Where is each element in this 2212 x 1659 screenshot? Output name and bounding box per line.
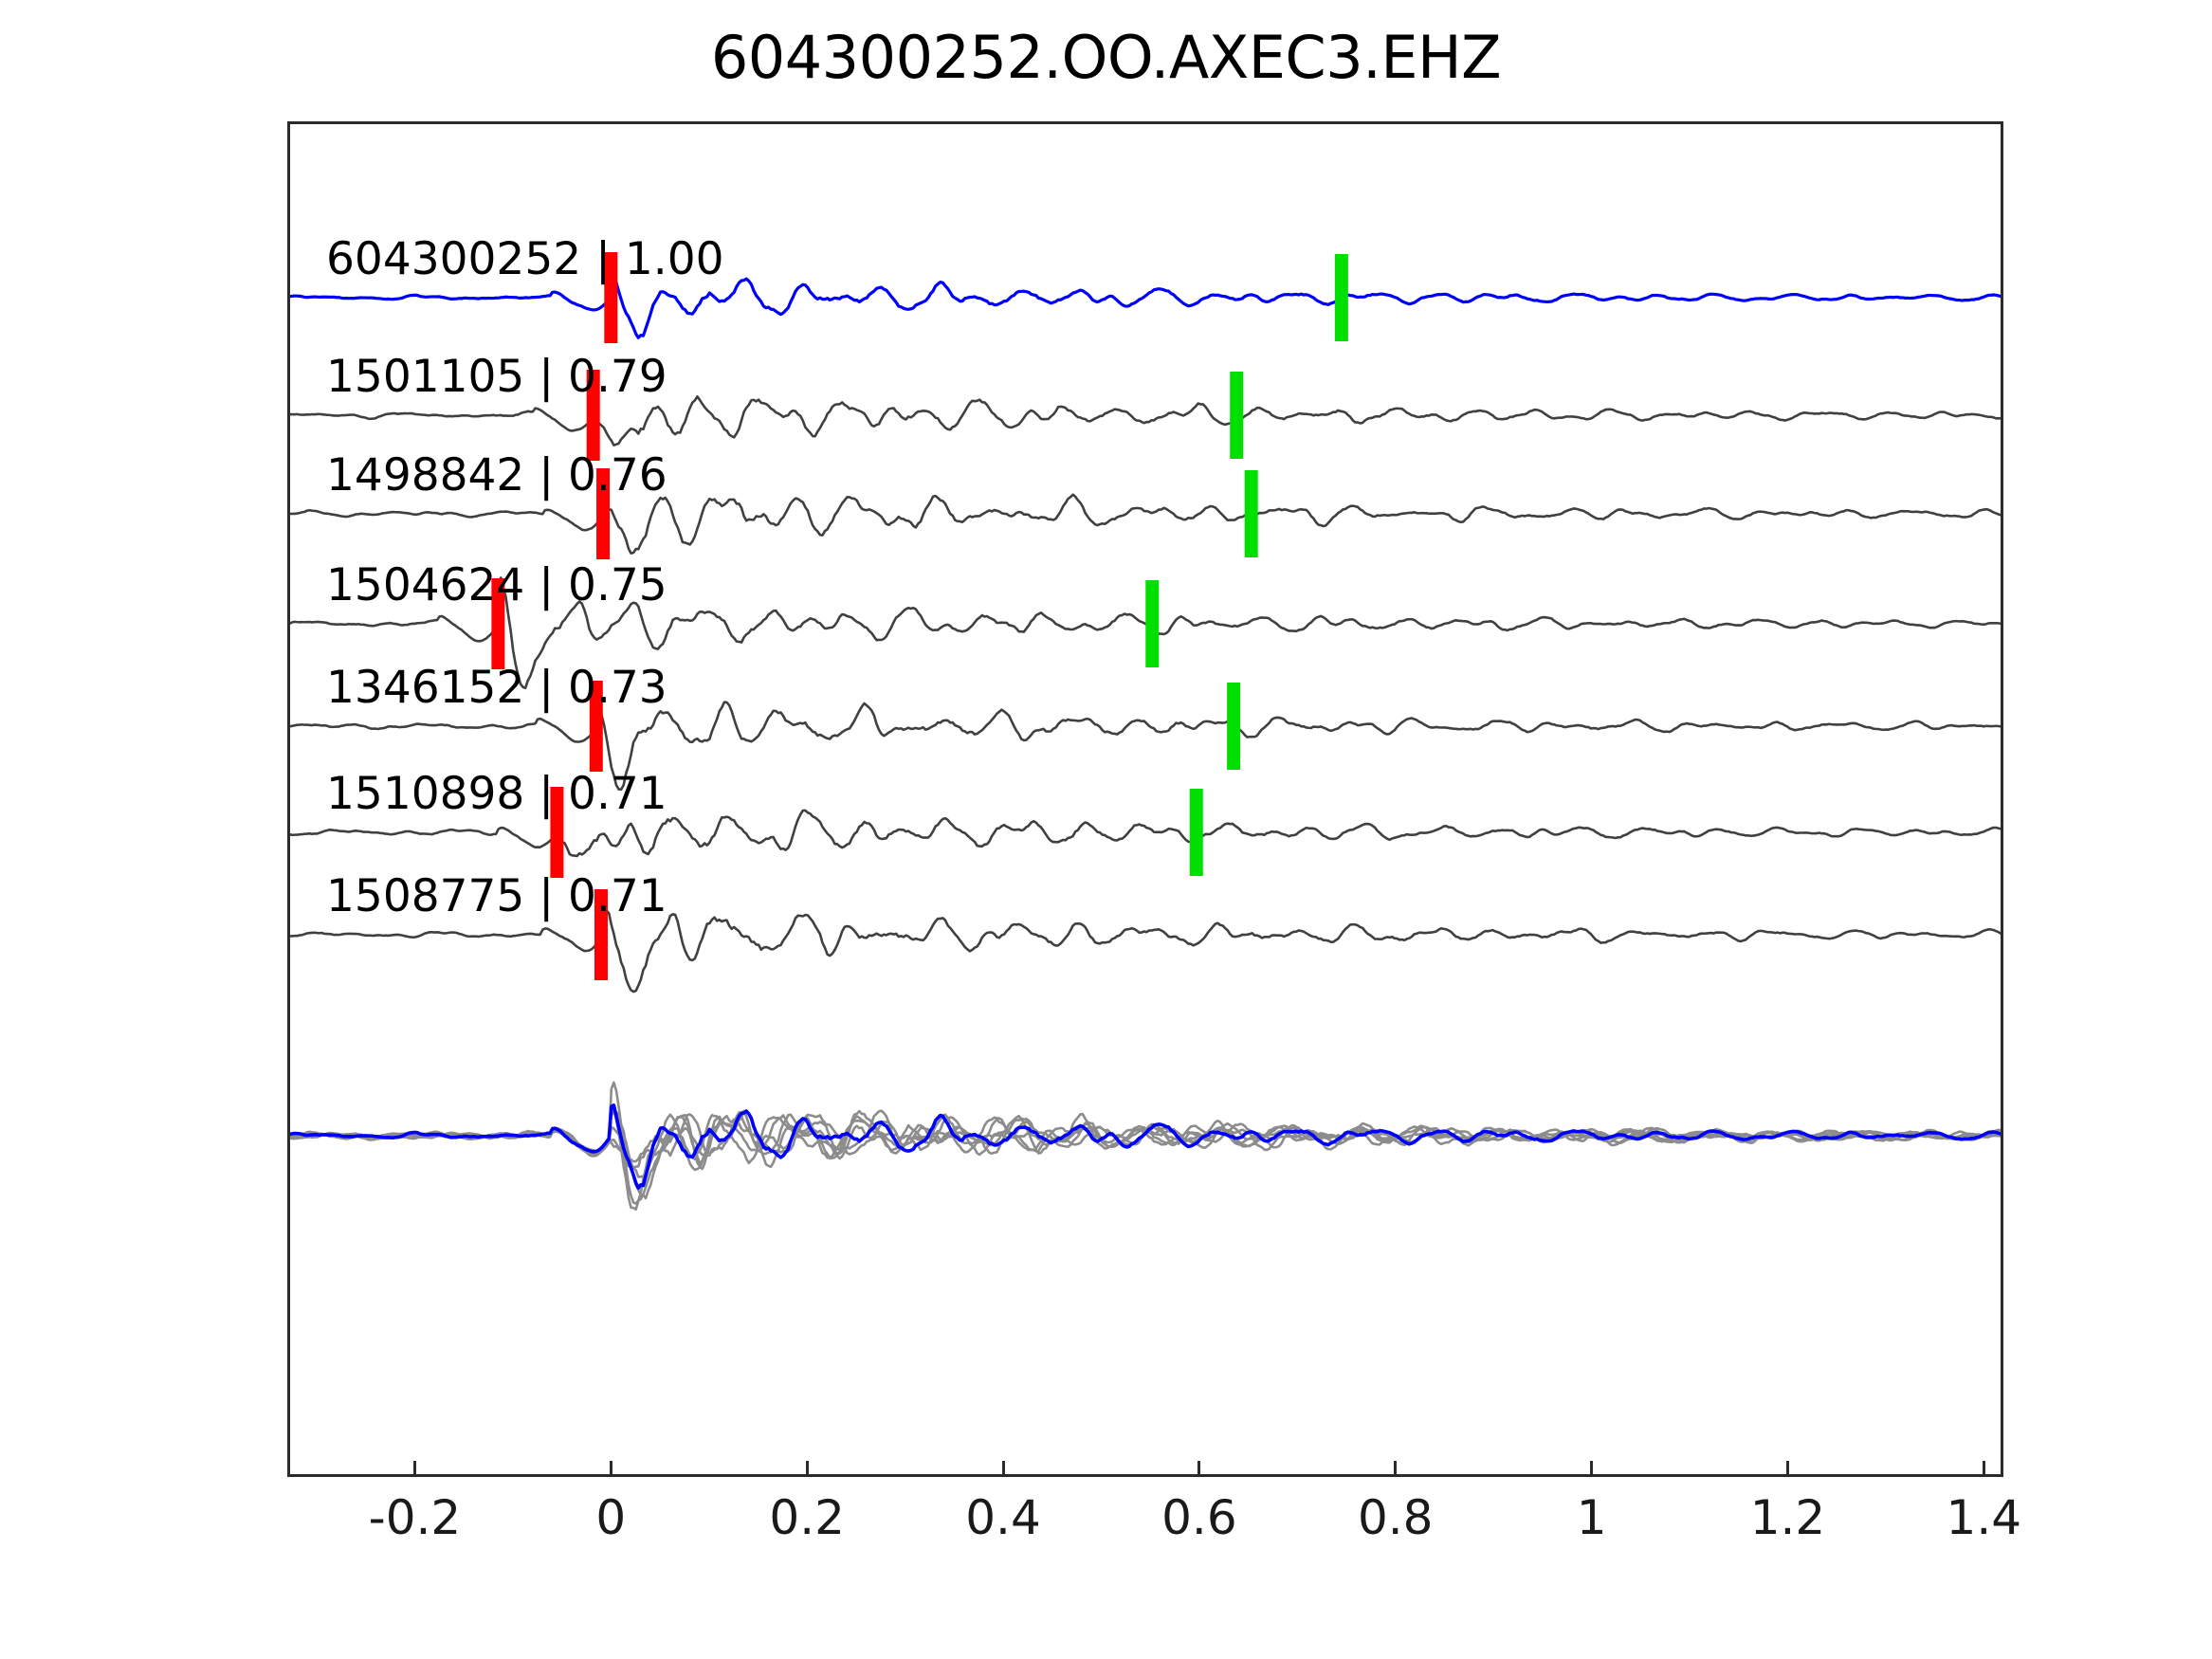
x-tick-mark: [805, 1461, 809, 1477]
trace-label: 1498842 | 0.76: [326, 449, 667, 501]
x-tick-label: 1.2: [1749, 1490, 1826, 1545]
x-tick-label: 0.8: [1357, 1490, 1434, 1545]
waveform-trace: [287, 394, 2003, 447]
x-tick-mark: [1394, 1461, 1398, 1477]
x-tick-mark: [412, 1461, 416, 1477]
x-tick-label: 1.4: [1946, 1490, 2022, 1545]
x-tick-mark: [1590, 1461, 1594, 1477]
waveform-trace: [287, 701, 2003, 792]
trace-label: 1508775 | 0.71: [326, 870, 667, 922]
x-tick-label: 0: [595, 1490, 627, 1545]
s-pick-marker: [1230, 372, 1244, 459]
stacked-overlay-trace: [287, 1108, 2003, 1212]
x-tick-label: -0.2: [368, 1490, 462, 1545]
x-tick-label: 0.6: [1161, 1490, 1237, 1545]
x-tick-mark: [609, 1461, 612, 1477]
x-tick-mark: [1785, 1461, 1789, 1477]
x-axis-tick-labels: -0.2 0 0.2 0.4 0.6 0.8 1 1.2 1.4: [287, 1490, 2021, 1566]
x-tick-label: 1: [1576, 1490, 1607, 1545]
s-pick-marker: [1227, 683, 1241, 770]
waveform-trace: [287, 272, 2003, 339]
x-tick-label: 0.2: [769, 1490, 845, 1545]
x-tick-mark: [1197, 1461, 1201, 1477]
s-pick-marker: [1189, 789, 1203, 876]
x-tick-mark: [1001, 1461, 1005, 1477]
waveform-trace: [287, 907, 2003, 994]
plot-axes: 604300252 | 1.00 1501105 | 0.79 1498842 | …: [287, 121, 2003, 1477]
stacked-template-trace: [287, 1103, 2003, 1190]
x-tick-label: 0.4: [965, 1490, 1041, 1545]
waveform-trace: [287, 493, 2003, 555]
waveform-trace: [287, 809, 2003, 858]
stacked-overlay-trace: [287, 1113, 2003, 1178]
trace-label: 1504624 | 0.75: [326, 559, 667, 611]
page-title: 604300252.OO.AXEC3.EHZ: [710, 23, 1502, 92]
trace-label: 1501105 | 0.79: [326, 351, 667, 403]
trace-label: 1346152 | 0.73: [326, 662, 667, 714]
x-tick-mark: [1982, 1461, 1985, 1477]
x-axis-tickmarks: [287, 1461, 2003, 1477]
waveform-trace: [287, 576, 2003, 690]
trace-label: 604300252 | 1.00: [326, 233, 724, 285]
stacked-overlay-trace: [287, 1107, 2003, 1200]
trace-label: 1510898 | 0.71: [326, 768, 667, 820]
